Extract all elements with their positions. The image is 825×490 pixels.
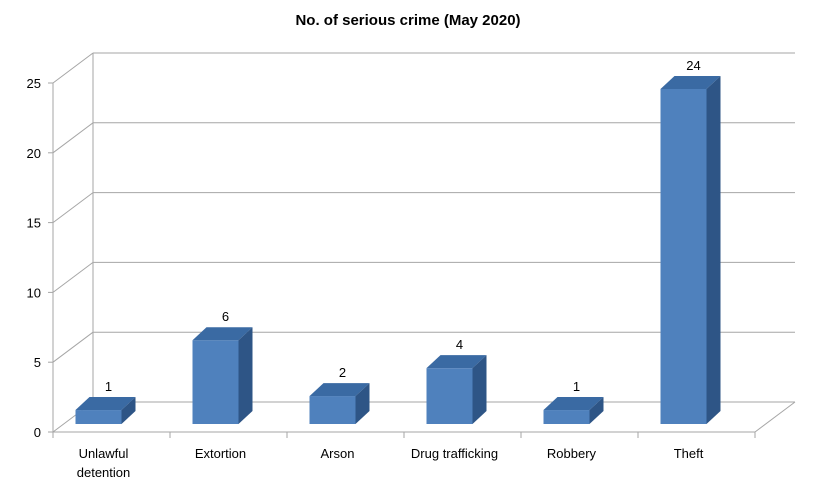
gridline-depth [52, 122, 94, 154]
bar-top [309, 383, 370, 397]
x-tick-label: Drug trafficking [411, 446, 498, 461]
bar-front [426, 368, 473, 424]
bar-front [75, 410, 122, 424]
bar [543, 397, 604, 424]
bar-top [192, 327, 253, 341]
y-tick-label: 15 [27, 216, 41, 231]
data-label: 1 [105, 379, 112, 394]
bar-top [543, 397, 604, 411]
bar-side [706, 75, 721, 425]
bar [660, 75, 721, 425]
y-tick-label: 25 [27, 76, 41, 91]
y-tick-label: 20 [27, 146, 41, 161]
bar-side [589, 397, 604, 424]
x-tick-label: Arson [321, 446, 355, 461]
data-label: 1 [573, 379, 580, 394]
y-tick-label: 10 [27, 285, 41, 300]
gridline-depth [52, 52, 94, 84]
label-layer: 0 5 10 15 20 25 1 Unlawful detention 6 Extortion 2 A… [27, 58, 704, 480]
bar-side [238, 327, 253, 424]
gridline-depth [52, 192, 94, 224]
bar-front [660, 88, 707, 425]
data-label: 4 [456, 337, 463, 352]
floor-right-edge [754, 401, 796, 433]
bar-top [426, 355, 487, 369]
gridline-depth [52, 261, 94, 293]
bar-top [75, 397, 136, 411]
y-tick-label: 5 [34, 355, 41, 370]
axis-layer [48, 53, 796, 438]
bar-front [192, 340, 239, 424]
bar [192, 327, 253, 424]
bar-side [472, 355, 487, 424]
y-tick-label: 0 [34, 425, 41, 440]
bar-side [121, 397, 136, 424]
bar [75, 397, 136, 424]
x-tick-label: Theft [674, 446, 704, 461]
bar [309, 383, 370, 424]
bar-front [309, 396, 356, 424]
gridline-depth [52, 331, 94, 363]
x-tick-label: Extortion [195, 446, 246, 461]
bar [426, 355, 487, 424]
bar-front [543, 410, 590, 424]
bar-top [660, 75, 721, 89]
bar-side [355, 383, 370, 424]
bar-layer [75, 75, 721, 425]
data-label: 2 [339, 365, 346, 380]
x-tick-label: Robbery [547, 446, 597, 461]
data-label: 6 [222, 309, 229, 324]
data-label: 24 [686, 58, 700, 73]
chart-title: No. of serious crime (May 2020) [295, 12, 520, 29]
x-tick-label: Unlawful detention [77, 446, 131, 480]
